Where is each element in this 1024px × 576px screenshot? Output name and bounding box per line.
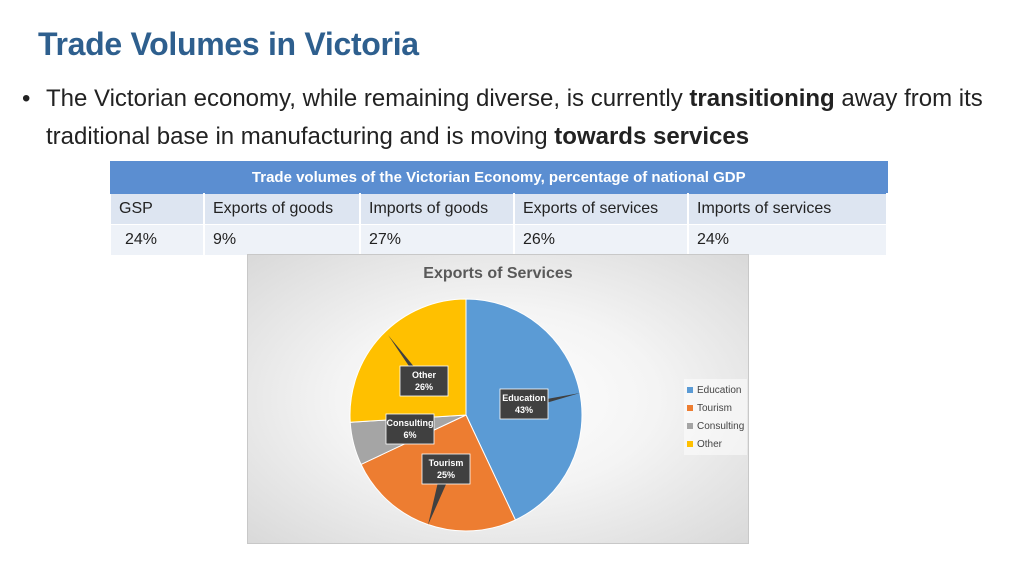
slide-title: Trade Volumes in Victoria [38, 26, 419, 62]
bullet-text: The Victorian economy, while remaining d… [46, 80, 1022, 156]
table-caption: Trade volumes of the Victorian Economy, … [110, 161, 888, 194]
data-label-name: Tourism [429, 458, 464, 468]
legend-item-other: Other [687, 435, 744, 453]
legend-swatch-icon [687, 405, 693, 411]
data-label-name: Education [502, 393, 546, 403]
legend-label: Tourism [697, 402, 733, 414]
header-cell-gsp: GSP [110, 193, 205, 225]
legend-item-tourism: Tourism [687, 399, 744, 417]
data-label-value: 6% [403, 430, 416, 440]
bullet-text-part1: The Victorian economy, while remaining d… [46, 85, 690, 112]
pie-chart-canvas: Education 43% Tourism 25% Consulting 6% Other 2… [349, 298, 583, 532]
bullet-text-bold2: towards services [554, 123, 750, 150]
value-cell-exports-services: 26% [513, 224, 689, 256]
legend-label: Other [697, 438, 723, 450]
header-cell-imports-services: Imports of services [687, 193, 888, 225]
value-cell-imports-goods: 27% [359, 224, 515, 256]
value-cell-gsp: 24% [110, 224, 205, 256]
data-label-value: 25% [437, 470, 455, 480]
chart-title: Exports of Services [423, 265, 573, 282]
header-cell-imports-goods: Imports of goods [359, 193, 515, 225]
legend-swatch-icon [687, 441, 693, 447]
header-cell-exports-goods: Exports of goods [203, 193, 361, 225]
value-cell-exports-goods: 9% [203, 224, 361, 256]
trade-volumes-table: Trade volumes of the Victorian Economy, … [110, 161, 888, 256]
data-label-tourism: Tourism 25% [421, 453, 471, 525]
legend-label: Education [697, 384, 742, 396]
value-cell-imports-services: 24% [687, 224, 888, 256]
data-label-consulting: Consulting 6% [385, 413, 435, 445]
header-cell-exports-services: Exports of services [513, 193, 689, 225]
chart-legend: Education Tourism Consulting Other [684, 379, 748, 455]
pie-chart: Exports of Services Education 43% Tourism 2… [247, 254, 749, 544]
table-header-row: GSP Exports of goods Imports of goods Ex… [110, 193, 888, 225]
legend-item-education: Education [687, 381, 744, 399]
bullet-text-part2: away from its traditional base in manufa… [46, 85, 983, 150]
data-label-name: Other [412, 370, 437, 380]
data-label-value: 26% [415, 382, 433, 392]
legend-swatch-icon [687, 423, 693, 429]
data-label-value: 43% [515, 405, 533, 415]
data-label-other: Other 26% [388, 335, 449, 397]
table-row: 24% 9% 27% 26% 24% [110, 224, 888, 256]
data-label-name: Consulting [387, 418, 434, 428]
legend-item-consulting: Consulting [687, 417, 744, 435]
data-label-education: Education 43% [499, 388, 580, 420]
bullet-text-bold1: transitioning [689, 85, 835, 112]
legend-swatch-icon [687, 387, 693, 393]
bullet-icon: • [22, 85, 31, 112]
bullet-point: • The Victorian economy, while remaining… [22, 80, 1022, 156]
legend-label: Consulting [697, 420, 745, 432]
